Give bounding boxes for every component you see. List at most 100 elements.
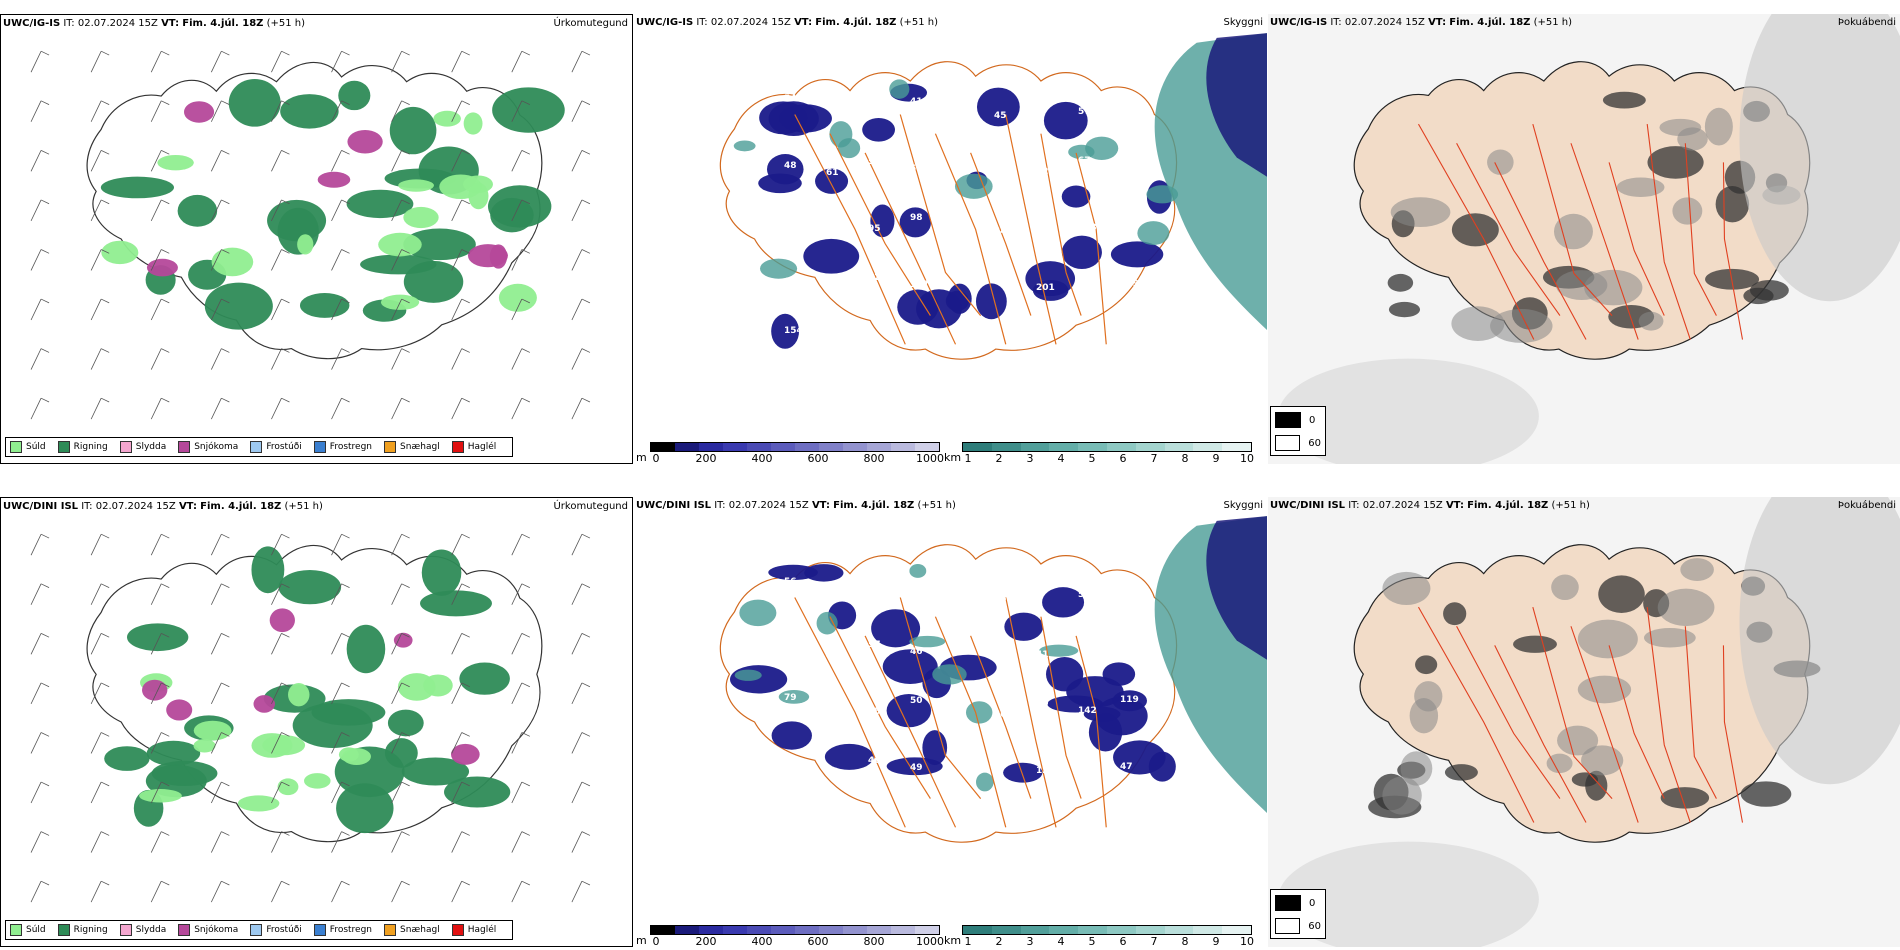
- legend-swatch: [250, 441, 263, 453]
- precip-type-panel: UWC/DINI ISL IT: 02.07.2024 15Z VT: Fim.…: [0, 497, 633, 947]
- wind-barb: [90, 150, 102, 172]
- cloud-base-label: 33: [1120, 646, 1133, 656]
- field-patch: [267, 199, 327, 242]
- road-line: [899, 597, 982, 799]
- field-patch: [1042, 587, 1085, 618]
- colorbar-tick: 200: [695, 935, 717, 947]
- field-patch: [733, 140, 756, 152]
- road-line: [829, 133, 931, 316]
- field-patch: [1598, 575, 1645, 613]
- legend-swatch: [57, 924, 70, 936]
- field-patch: [945, 290, 969, 312]
- panel-title: UWC/IG-IS IT: 02.07.2024 15Z VT: Fim. 4.…: [636, 17, 938, 28]
- wind-barb: [90, 732, 102, 754]
- wind-barb: [391, 249, 402, 271]
- lead-time: (+51 h): [266, 18, 306, 29]
- vt-label: VT:: [794, 17, 813, 28]
- legend-item: 60: [1275, 916, 1321, 936]
- colorbar-swatches: [650, 442, 940, 452]
- legend-label: Rigning: [73, 442, 108, 452]
- cloud-base-label: 57: [1078, 107, 1091, 117]
- it-label: IT:: [1348, 500, 1360, 511]
- wind-barb: [391, 298, 402, 321]
- colorbar-tick: 10: [1240, 935, 1254, 947]
- field-patch: [269, 608, 295, 633]
- field-patch: [1113, 740, 1166, 775]
- colorbar-tick: 800: [863, 935, 885, 947]
- road-line: [1494, 162, 1587, 340]
- valid-time: Fim. 4.júl. 18Z: [833, 500, 915, 511]
- field-patch: [253, 695, 275, 713]
- wind-barb: [451, 298, 463, 321]
- road-line: [1005, 597, 1057, 828]
- cloud-base-label: 89: [826, 767, 839, 777]
- colorbar-ticks: 1 2 3 4 5 6 7 8 9 10: [962, 935, 1255, 947]
- fog-index-panel: UWC/DINI ISL IT: 02.07.2024 15Z VT: Fim.…: [1268, 497, 1900, 947]
- lead-time: (+51 h): [917, 500, 956, 511]
- wind-barb: [150, 348, 162, 370]
- legend-swatch: [250, 924, 263, 936]
- field-patch: [389, 106, 437, 155]
- road-line: [934, 616, 1007, 828]
- cloud-base-label: 45: [994, 111, 1007, 121]
- legend-item: Slydda: [119, 441, 166, 453]
- wind-barb: [391, 348, 402, 370]
- visibility-unit: km: [944, 451, 962, 464]
- legend-swatch: [451, 441, 464, 453]
- road-line: [1456, 143, 1561, 316]
- wind-barb: [571, 583, 583, 605]
- cloud-base-label: 43: [994, 276, 1007, 286]
- colorbar-tick: 400: [751, 452, 773, 464]
- field-patch: [299, 293, 350, 318]
- field-patch: [420, 590, 492, 617]
- wind-barb: [90, 199, 102, 222]
- cloud-base-label: 56: [784, 577, 797, 587]
- road-line: [794, 114, 906, 345]
- init-time: 02.07.2024 15Z: [95, 501, 176, 512]
- wind-barb: [90, 51, 102, 73]
- field-patch: [1557, 725, 1599, 756]
- legend-label: Haglél: [467, 442, 497, 452]
- wind-barb: [571, 100, 583, 122]
- legend-item: Snæhagl: [384, 924, 440, 936]
- colorbar-swatches: [962, 925, 1252, 935]
- cloud-base-colorbar: m 0 200 400 600 800 1000: [636, 442, 944, 464]
- panel-title: UWC/IG-IS IT: 02.07.2024 15Z VT: Fim. 4.…: [1270, 17, 1572, 28]
- field-patch: [487, 185, 552, 228]
- wind-barb: [451, 398, 463, 420]
- colorbar-tick: 5: [1088, 935, 1096, 947]
- field-patch: [463, 112, 483, 135]
- colorbar-tick: 7: [1150, 452, 1158, 464]
- cloud-base-label: 86: [826, 217, 839, 227]
- field-patch: [862, 117, 895, 142]
- legend-swatch: [10, 924, 22, 936]
- cloud-base-label: 220: [868, 273, 887, 283]
- wind-barb: [511, 298, 523, 321]
- cloud-base-label: 51: [868, 108, 881, 118]
- it-label: IT:: [63, 18, 75, 29]
- field-patch: [1677, 127, 1708, 151]
- cloud-base-label: 79: [784, 693, 797, 703]
- wind-barb: [271, 150, 282, 172]
- legend-item: Haglél: [451, 441, 497, 453]
- field-patch: [251, 546, 285, 594]
- wind-barb: [391, 831, 402, 853]
- wind-barb: [150, 150, 162, 172]
- colorbar-tick: 0: [652, 935, 660, 947]
- wind-barb: [331, 100, 342, 122]
- road-line: [1005, 114, 1057, 345]
- cloud-base-label: 46: [910, 647, 923, 657]
- colorbar-tick: 8: [1181, 452, 1189, 464]
- wind-barb: [150, 199, 162, 222]
- road-line: [970, 152, 1032, 316]
- field-patch: [1647, 146, 1704, 179]
- wind-barb: [150, 732, 162, 754]
- legend-item: 60: [1275, 433, 1321, 453]
- road-line: [864, 635, 957, 828]
- cloud-base-label: 151: [826, 284, 845, 294]
- colorbar-tick: 2: [995, 935, 1003, 947]
- field-patch: [126, 623, 189, 652]
- field-patch: [142, 679, 168, 701]
- legend-label: Frostúði: [266, 442, 302, 452]
- colorbar-tick: 10: [1240, 452, 1254, 464]
